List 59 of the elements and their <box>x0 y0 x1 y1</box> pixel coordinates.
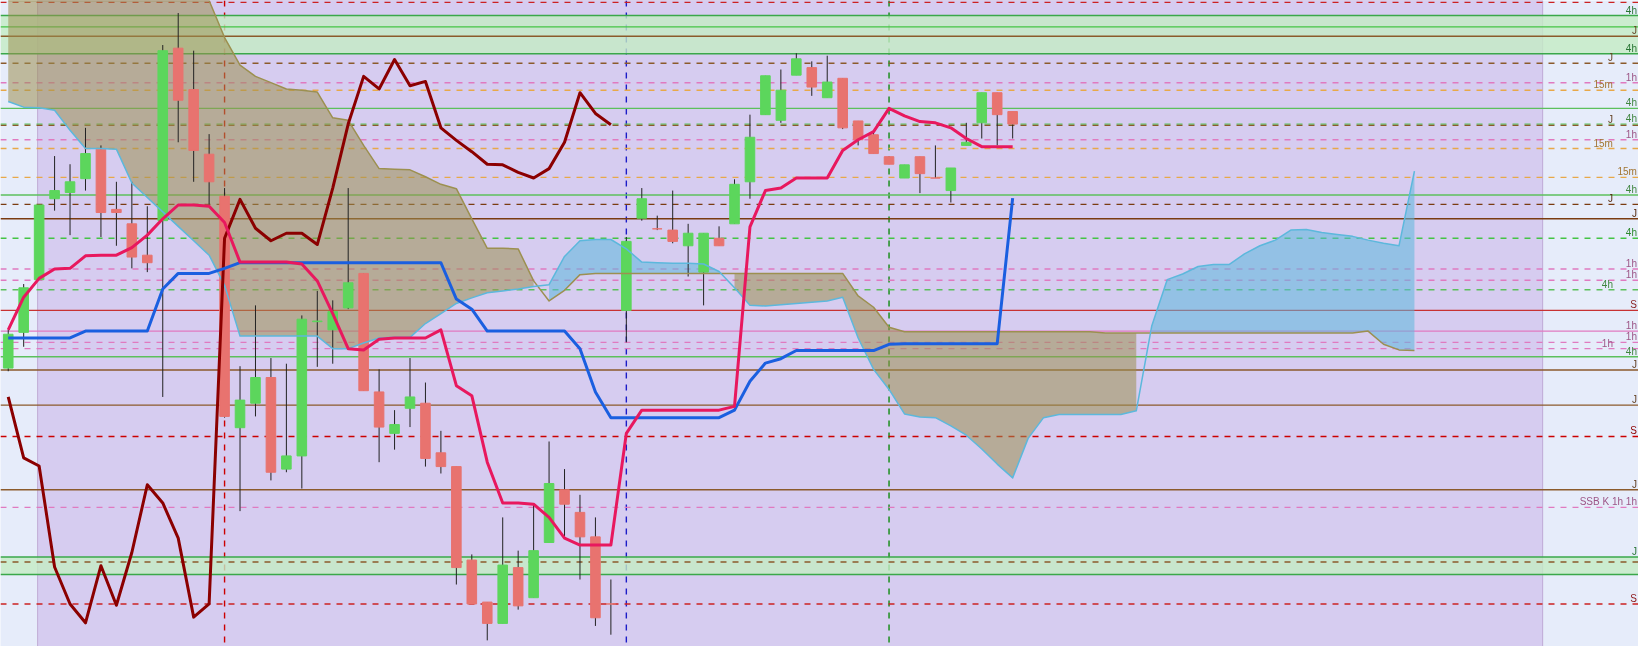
candlestick <box>852 120 864 146</box>
ref-line-label: J <box>1631 358 1637 370</box>
ref-line-label: 1h <box>1625 331 1637 343</box>
candlestick <box>791 52 802 76</box>
candlestick <box>311 290 323 368</box>
ref-line-label: 4h <box>1601 278 1613 290</box>
candlestick <box>1007 111 1018 140</box>
ref-line-label: 1h <box>1625 257 1637 269</box>
ref-line-label: J <box>1631 25 1637 37</box>
candlestick <box>605 579 617 636</box>
candlestick <box>481 601 493 641</box>
ref-line-label: 1h <box>1625 269 1637 281</box>
candlestick <box>389 409 400 451</box>
candlestick <box>945 167 957 203</box>
ref-line-label: 4h <box>1625 183 1637 195</box>
ref-line-label: J <box>1607 193 1613 205</box>
ref-line-label: J <box>1631 545 1637 557</box>
ref-line-label: 1h <box>1625 128 1637 140</box>
ref-line-label: 4h <box>1625 97 1637 109</box>
candlestick <box>713 225 725 247</box>
ref-line-label: 4h <box>1625 113 1637 125</box>
ref-line-label: SSB K 1h 1h <box>1579 496 1637 508</box>
ref-line-label: J <box>1631 207 1637 219</box>
ref-line-label: J <box>1607 114 1613 126</box>
candlestick <box>682 223 694 278</box>
candlestick <box>806 60 818 97</box>
candlestick <box>49 155 60 212</box>
ref-line-label: 1h <box>1601 337 1613 349</box>
ref-line-label: 15m <box>1593 137 1613 149</box>
candlestick <box>142 205 153 273</box>
candlestick <box>868 131 879 155</box>
ref-line-label: 1h <box>1625 71 1637 83</box>
candlestick <box>930 144 941 179</box>
ref-line-label: S <box>1630 425 1638 437</box>
candlestick <box>636 187 648 222</box>
ref-line-label: S <box>1630 299 1638 311</box>
ref-line-label: J <box>1631 478 1637 490</box>
candlestick <box>821 55 833 99</box>
ref-line-label: S <box>1630 592 1638 604</box>
ref-line-label: 1h <box>1625 320 1637 332</box>
candlestick <box>404 357 416 428</box>
candlestick <box>651 215 663 231</box>
candlestick <box>991 92 1003 146</box>
ref-line-label: 4h <box>1625 4 1637 16</box>
candlestick <box>961 122 972 146</box>
ref-line-label: 15m <box>1593 79 1613 91</box>
ref-line-label: 15m <box>1617 166 1637 178</box>
candlestick <box>111 181 122 247</box>
candlestick <box>64 163 76 236</box>
ref-line-label: 4h <box>1625 42 1637 54</box>
candlestick <box>559 468 570 537</box>
ref-line-label: 4h <box>1625 227 1637 239</box>
candlestick <box>281 363 292 473</box>
ref-line-label: J <box>1607 52 1613 64</box>
ref-line-label: J <box>1631 394 1637 406</box>
candlestick <box>667 190 678 244</box>
candlestick <box>435 430 447 474</box>
ref-line-label: 4h <box>1625 345 1637 357</box>
candlestick <box>914 156 926 194</box>
